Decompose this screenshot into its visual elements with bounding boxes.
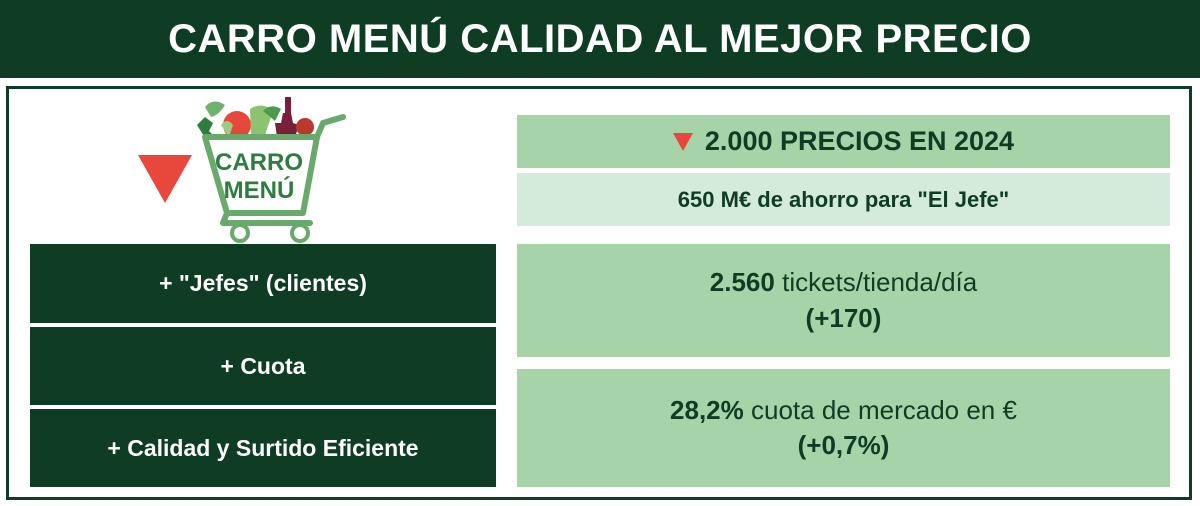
carro-menu-logo: CARRO MENÚ: [138, 97, 346, 243]
left-item-label: + Calidad y Surtido Eficiente: [107, 434, 419, 461]
tickets-stat: 2.560 tickets/tienda/día (+170): [517, 244, 1170, 357]
cart-icon: [202, 114, 346, 226]
savings-banner: 650 M€ de ahorro para "El Jefe": [517, 173, 1170, 226]
down-triangle-icon: [138, 155, 192, 203]
prices-banner: 2.000 PRECIOS EN 2024: [517, 115, 1170, 168]
share-unit: cuota de mercado en €: [751, 394, 1017, 425]
share-delta: (+0,7%): [797, 430, 890, 460]
tickets-value: 2.560: [709, 267, 775, 298]
logo-text-menu: MENÚ: [224, 176, 295, 204]
prices-text: 2.000 PRECIOS EN 2024: [704, 126, 1015, 156]
share-line: 28,2% cuota de mercado en €: [670, 393, 1017, 428]
page-title: CARRO MENÚ CALIDAD AL MEJOR PRECIO: [0, 0, 1200, 78]
tickets-unit: tickets/tienda/día: [782, 267, 978, 298]
left-item-cuota: + Cuota: [30, 327, 496, 405]
share-stat: 28,2% cuota de mercado en € (+0,7%): [517, 369, 1170, 487]
logo-text-carro: CARRO: [215, 149, 303, 176]
tickets-line: 2.560 tickets/tienda/día: [710, 265, 977, 300]
left-item-label: + Cuota: [220, 352, 306, 379]
tickets-delta: (+170): [805, 302, 882, 333]
left-item-calidad: + Calidad y Surtido Eficiente: [30, 409, 496, 487]
share-value: 28,2%: [670, 394, 744, 425]
left-item-label: + "Jefes" (clientes): [159, 270, 367, 296]
cart-wheel-icon: [290, 223, 310, 243]
savings-text: 650 M€ de ahorro para "El Jefe": [677, 186, 1010, 212]
left-item-jefes: + "Jefes" (clientes): [30, 244, 496, 323]
cart-wheel-icon: [230, 223, 250, 243]
down-triangle-icon: [672, 132, 693, 151]
